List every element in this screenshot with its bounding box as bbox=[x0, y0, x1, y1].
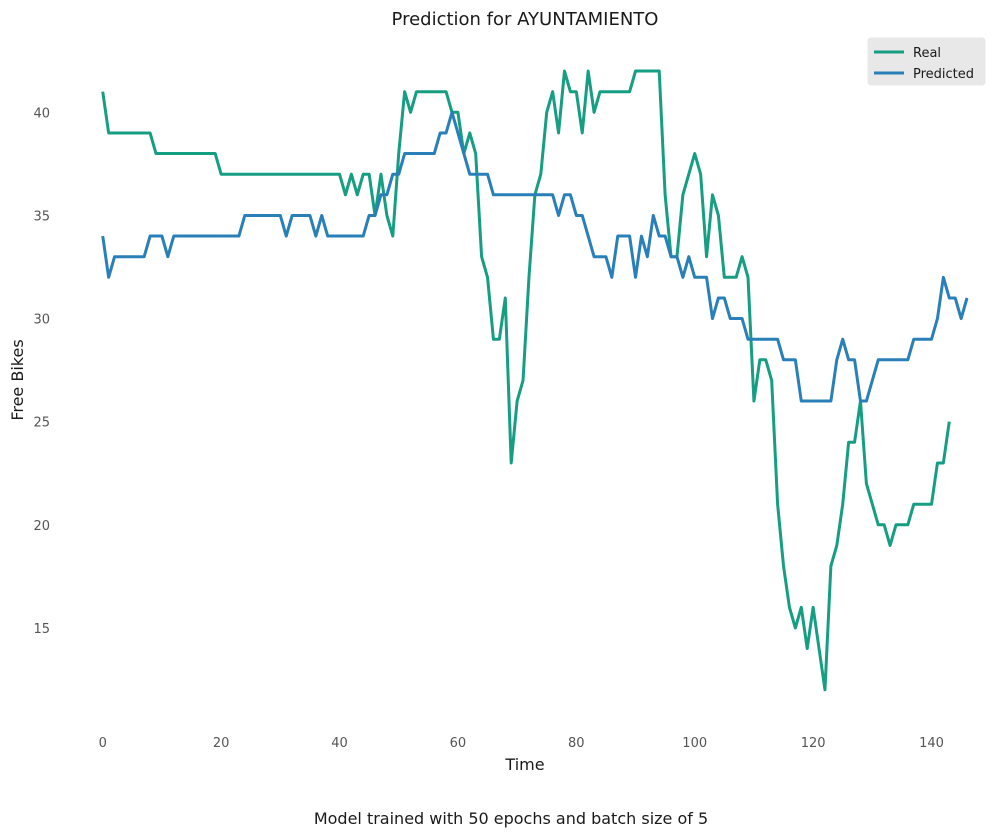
series-line-predicted bbox=[101, 110, 969, 403]
y-tick-label: 20 bbox=[33, 519, 50, 534]
x-axis-label: Time bbox=[504, 755, 544, 774]
x-tick-label: 0 bbox=[99, 736, 107, 751]
x-tick-label: 60 bbox=[450, 736, 467, 751]
y-tick-label: 30 bbox=[33, 313, 50, 328]
y-axis-label: Free Bikes bbox=[8, 339, 27, 420]
x-tick-label: 100 bbox=[682, 736, 707, 751]
legend-label-real: Real bbox=[913, 46, 941, 61]
legend: Real Predicted bbox=[867, 37, 986, 86]
y-tick-label: 40 bbox=[33, 106, 50, 121]
x-tick-label: 140 bbox=[919, 736, 944, 751]
legend-label-predicted: Predicted bbox=[913, 67, 974, 82]
x-tick-label: 40 bbox=[331, 736, 348, 751]
series-line-real bbox=[101, 69, 951, 692]
y-tick-label: 15 bbox=[33, 622, 50, 637]
y-tick-label: 25 bbox=[33, 416, 50, 431]
y-tick-label: 35 bbox=[33, 209, 50, 224]
plot-area bbox=[101, 69, 969, 692]
chart-title: Prediction for AYUNTAMIENTO bbox=[392, 9, 659, 30]
y-axis-ticks: 15 20 25 30 35 40 bbox=[33, 106, 50, 637]
chart-caption: Model trained with 50 epochs and batch s… bbox=[314, 809, 708, 828]
x-tick-label: 80 bbox=[568, 736, 585, 751]
x-tick-label: 120 bbox=[801, 736, 826, 751]
x-axis-ticks: 0 20 40 60 80 100 120 140 bbox=[99, 736, 944, 751]
x-tick-label: 20 bbox=[213, 736, 230, 751]
